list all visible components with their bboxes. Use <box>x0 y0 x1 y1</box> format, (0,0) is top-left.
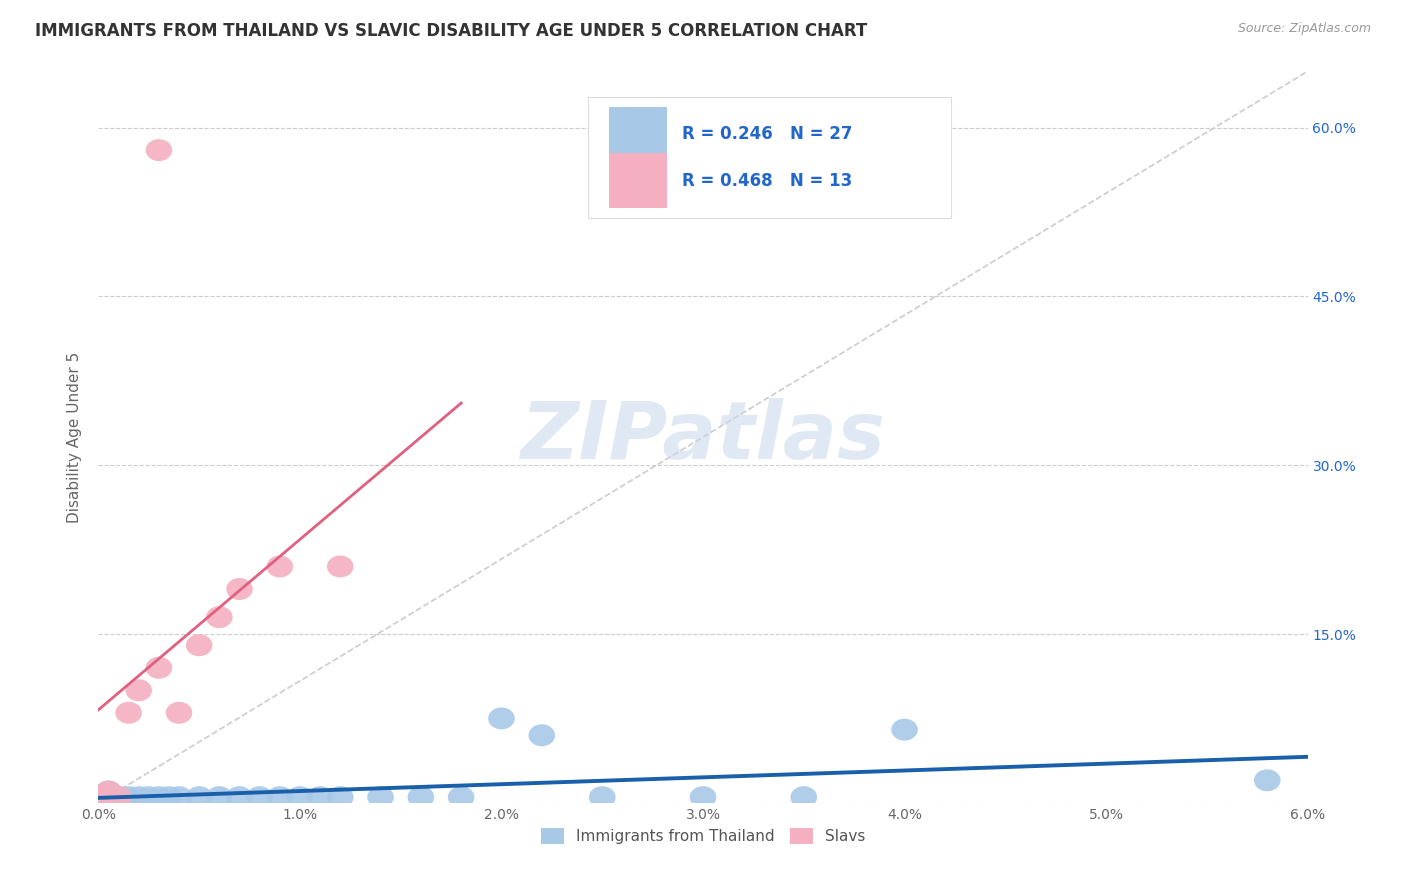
FancyBboxPatch shape <box>609 153 666 208</box>
Ellipse shape <box>408 786 434 808</box>
Ellipse shape <box>589 786 616 808</box>
Ellipse shape <box>529 724 555 747</box>
Ellipse shape <box>105 786 132 808</box>
Ellipse shape <box>226 786 253 808</box>
Legend: Immigrants from Thailand, Slavs: Immigrants from Thailand, Slavs <box>534 822 872 850</box>
Ellipse shape <box>267 556 292 577</box>
Text: R = 0.246   N = 27: R = 0.246 N = 27 <box>682 125 853 143</box>
Ellipse shape <box>101 786 128 808</box>
Ellipse shape <box>328 786 353 808</box>
Ellipse shape <box>146 786 172 808</box>
Ellipse shape <box>146 657 172 679</box>
Ellipse shape <box>307 786 333 808</box>
Ellipse shape <box>207 607 232 628</box>
Ellipse shape <box>449 786 474 808</box>
Ellipse shape <box>1254 769 1281 791</box>
Ellipse shape <box>186 786 212 808</box>
Ellipse shape <box>105 786 132 808</box>
Ellipse shape <box>790 786 817 808</box>
Ellipse shape <box>166 786 193 808</box>
Ellipse shape <box>89 786 115 808</box>
FancyBboxPatch shape <box>588 97 950 218</box>
Text: R = 0.468   N = 13: R = 0.468 N = 13 <box>682 171 852 190</box>
Ellipse shape <box>146 139 172 161</box>
FancyBboxPatch shape <box>609 106 666 161</box>
Ellipse shape <box>690 786 716 808</box>
Ellipse shape <box>166 702 193 723</box>
Text: ZIPatlas: ZIPatlas <box>520 398 886 476</box>
Text: Source: ZipAtlas.com: Source: ZipAtlas.com <box>1237 22 1371 36</box>
Ellipse shape <box>287 786 314 808</box>
Ellipse shape <box>115 702 142 723</box>
Ellipse shape <box>125 786 152 808</box>
Ellipse shape <box>488 707 515 730</box>
Text: IMMIGRANTS FROM THAILAND VS SLAVIC DISABILITY AGE UNDER 5 CORRELATION CHART: IMMIGRANTS FROM THAILAND VS SLAVIC DISAB… <box>35 22 868 40</box>
Ellipse shape <box>207 786 232 808</box>
Ellipse shape <box>246 786 273 808</box>
Ellipse shape <box>328 556 353 577</box>
Ellipse shape <box>115 786 142 808</box>
Ellipse shape <box>226 578 253 600</box>
Ellipse shape <box>367 786 394 808</box>
Ellipse shape <box>156 786 183 808</box>
Ellipse shape <box>96 780 122 803</box>
Ellipse shape <box>186 634 212 657</box>
Ellipse shape <box>96 780 122 803</box>
Ellipse shape <box>267 786 292 808</box>
Y-axis label: Disability Age Under 5: Disability Age Under 5 <box>67 351 83 523</box>
Ellipse shape <box>125 680 152 701</box>
Ellipse shape <box>135 786 162 808</box>
Ellipse shape <box>891 719 918 740</box>
